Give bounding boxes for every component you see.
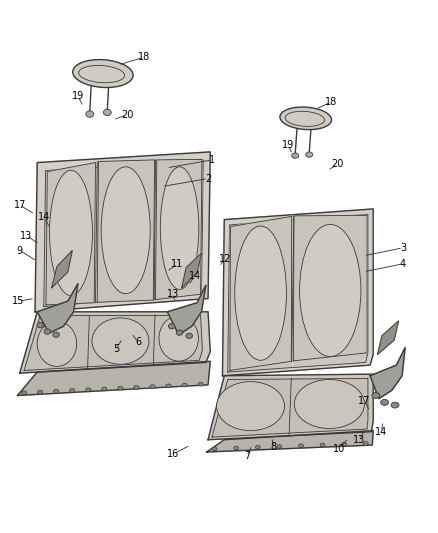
- Ellipse shape: [306, 152, 313, 157]
- Ellipse shape: [280, 107, 332, 130]
- Ellipse shape: [118, 386, 123, 390]
- Polygon shape: [46, 163, 95, 305]
- Ellipse shape: [255, 446, 260, 449]
- Ellipse shape: [37, 322, 43, 328]
- Polygon shape: [37, 284, 78, 333]
- Ellipse shape: [294, 379, 364, 429]
- Ellipse shape: [186, 333, 193, 338]
- Text: 7: 7: [244, 451, 251, 461]
- Polygon shape: [293, 215, 367, 361]
- Ellipse shape: [299, 444, 304, 448]
- Ellipse shape: [176, 330, 183, 335]
- Text: 1: 1: [209, 155, 215, 165]
- Ellipse shape: [49, 171, 92, 296]
- Text: 3: 3: [400, 243, 406, 253]
- Ellipse shape: [212, 447, 217, 451]
- Polygon shape: [18, 361, 210, 395]
- Text: 11: 11: [171, 259, 184, 269]
- Ellipse shape: [53, 390, 59, 393]
- Ellipse shape: [53, 332, 59, 337]
- Ellipse shape: [101, 167, 150, 294]
- Ellipse shape: [73, 60, 133, 87]
- Ellipse shape: [86, 111, 94, 117]
- Polygon shape: [207, 431, 373, 452]
- Ellipse shape: [44, 329, 50, 334]
- Ellipse shape: [159, 316, 198, 361]
- Text: 4: 4: [400, 259, 406, 269]
- Ellipse shape: [292, 153, 299, 158]
- Ellipse shape: [182, 383, 187, 387]
- Ellipse shape: [216, 382, 285, 431]
- Text: 8: 8: [271, 442, 277, 451]
- Polygon shape: [24, 316, 202, 370]
- Polygon shape: [182, 253, 201, 288]
- Ellipse shape: [234, 446, 239, 450]
- Text: 14: 14: [38, 213, 50, 222]
- Polygon shape: [167, 285, 206, 335]
- Text: 15: 15: [12, 296, 25, 306]
- Polygon shape: [223, 209, 373, 376]
- Ellipse shape: [300, 224, 361, 357]
- Ellipse shape: [320, 443, 325, 447]
- Text: 18: 18: [325, 98, 337, 107]
- Text: 16: 16: [167, 449, 179, 459]
- Polygon shape: [208, 374, 373, 440]
- Text: 17: 17: [358, 396, 371, 406]
- Ellipse shape: [21, 391, 27, 394]
- Ellipse shape: [150, 385, 155, 389]
- Text: 2: 2: [205, 174, 211, 183]
- Polygon shape: [370, 348, 405, 399]
- Text: 14: 14: [189, 271, 201, 281]
- Ellipse shape: [277, 445, 282, 448]
- Text: 12: 12: [219, 254, 232, 263]
- Ellipse shape: [372, 392, 380, 399]
- Polygon shape: [52, 251, 72, 288]
- Polygon shape: [20, 312, 210, 373]
- Ellipse shape: [92, 318, 149, 365]
- Text: 20: 20: [121, 110, 133, 119]
- Ellipse shape: [160, 167, 199, 289]
- Ellipse shape: [166, 384, 171, 387]
- Polygon shape: [44, 160, 203, 306]
- Polygon shape: [230, 216, 292, 370]
- Polygon shape: [97, 160, 155, 302]
- Ellipse shape: [102, 387, 107, 391]
- Ellipse shape: [391, 402, 399, 408]
- Ellipse shape: [103, 109, 111, 116]
- Text: 10: 10: [333, 444, 346, 454]
- Polygon shape: [378, 321, 399, 354]
- Text: 17: 17: [14, 200, 26, 210]
- Ellipse shape: [37, 321, 77, 367]
- Text: 13: 13: [353, 435, 365, 445]
- Ellipse shape: [134, 385, 139, 389]
- Ellipse shape: [86, 388, 91, 392]
- Text: 13: 13: [167, 289, 179, 299]
- Text: 19: 19: [282, 140, 294, 150]
- Text: 9: 9: [17, 246, 23, 255]
- Ellipse shape: [198, 383, 203, 386]
- Text: 19: 19: [72, 91, 84, 101]
- Ellipse shape: [363, 441, 368, 445]
- Ellipse shape: [70, 389, 75, 392]
- Ellipse shape: [38, 390, 43, 394]
- Text: 6: 6: [135, 337, 141, 347]
- Ellipse shape: [235, 226, 286, 360]
- Polygon shape: [228, 214, 368, 372]
- Text: 5: 5: [113, 344, 119, 354]
- Text: 14: 14: [375, 427, 387, 437]
- Text: 13: 13: [20, 231, 32, 240]
- Ellipse shape: [381, 400, 389, 405]
- Polygon shape: [155, 159, 202, 300]
- Text: 18: 18: [138, 52, 151, 62]
- Polygon shape: [35, 152, 210, 312]
- Polygon shape: [212, 378, 368, 437]
- Ellipse shape: [342, 442, 346, 446]
- Text: 20: 20: [331, 159, 343, 169]
- Ellipse shape: [168, 324, 175, 329]
